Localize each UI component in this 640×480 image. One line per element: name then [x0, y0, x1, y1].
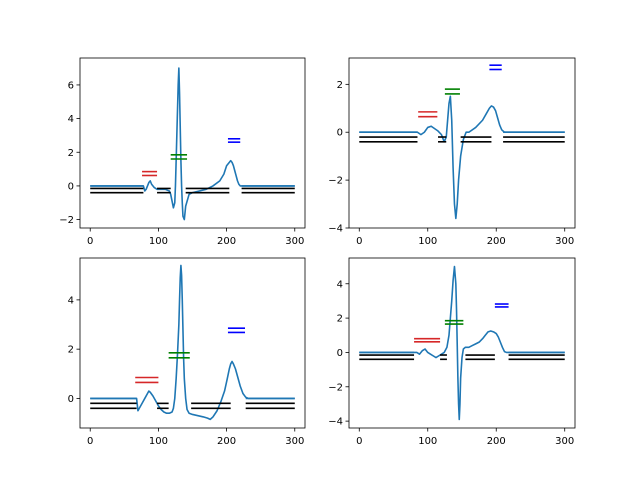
y-tick-label: −2 — [328, 176, 343, 187]
x-tick-label: 200 — [487, 436, 506, 447]
plot-area — [359, 64, 565, 220]
axes-bottom-right: 0 100 200 300 −4 −2 0 2 4 — [328, 257, 576, 447]
x-tick-label: 0 — [87, 436, 93, 447]
x-tick-label: 0 — [87, 236, 93, 247]
y-tick-label: 0 — [337, 348, 343, 359]
y-tick-label: 0 — [68, 181, 74, 192]
plot-area — [90, 67, 295, 221]
x-tick-label: 0 — [356, 436, 362, 447]
signal-line — [359, 95, 565, 220]
y-tick-label: 4 — [68, 295, 74, 306]
axes-top-left: 0 100 200 300 −2 0 2 4 6 — [59, 57, 306, 247]
axes-top-right: 0 100 200 300 −4 −2 0 2 — [328, 57, 576, 247]
x-tick-label: 200 — [217, 436, 236, 447]
y-tick-label: −2 — [328, 382, 343, 393]
x-tick-label: 200 — [217, 236, 236, 247]
axes-bottom-left: 0 100 200 300 0 2 4 — [68, 257, 306, 447]
y-tick-label: −2 — [59, 215, 74, 226]
y-tick-label: 4 — [337, 279, 343, 290]
y-tick-label: 2 — [337, 314, 343, 325]
y-tick-label: −4 — [328, 224, 343, 235]
x-tick-label: 300 — [555, 236, 574, 247]
y-tick-label: 0 — [337, 128, 343, 139]
axes-frame — [348, 57, 576, 229]
plot-area — [359, 265, 565, 421]
x-tick-label: 300 — [555, 436, 574, 447]
y-tick-label: 2 — [68, 345, 74, 356]
x-tick-label: 0 — [356, 236, 362, 247]
y-tick-label: 2 — [337, 80, 343, 91]
x-tick-label: 300 — [285, 236, 304, 247]
axes-frame — [348, 257, 576, 429]
x-tick-label: 100 — [418, 236, 437, 247]
y-tick-label: 2 — [68, 148, 74, 159]
y-tick-label: −4 — [328, 417, 343, 428]
y-tick-label: 6 — [68, 80, 74, 91]
x-tick-label: 100 — [149, 236, 168, 247]
axes-frame — [79, 57, 306, 229]
x-tick-label: 100 — [149, 436, 168, 447]
signal-line — [90, 67, 295, 221]
axes-frame — [79, 257, 306, 429]
x-tick-label: 100 — [418, 436, 437, 447]
signal-line — [90, 264, 295, 421]
y-tick-label: 4 — [68, 114, 74, 125]
x-tick-label: 200 — [487, 236, 506, 247]
x-tick-label: 300 — [285, 436, 304, 447]
plot-area — [90, 264, 295, 421]
y-tick-label: 0 — [68, 394, 74, 405]
signal-line — [359, 265, 565, 421]
